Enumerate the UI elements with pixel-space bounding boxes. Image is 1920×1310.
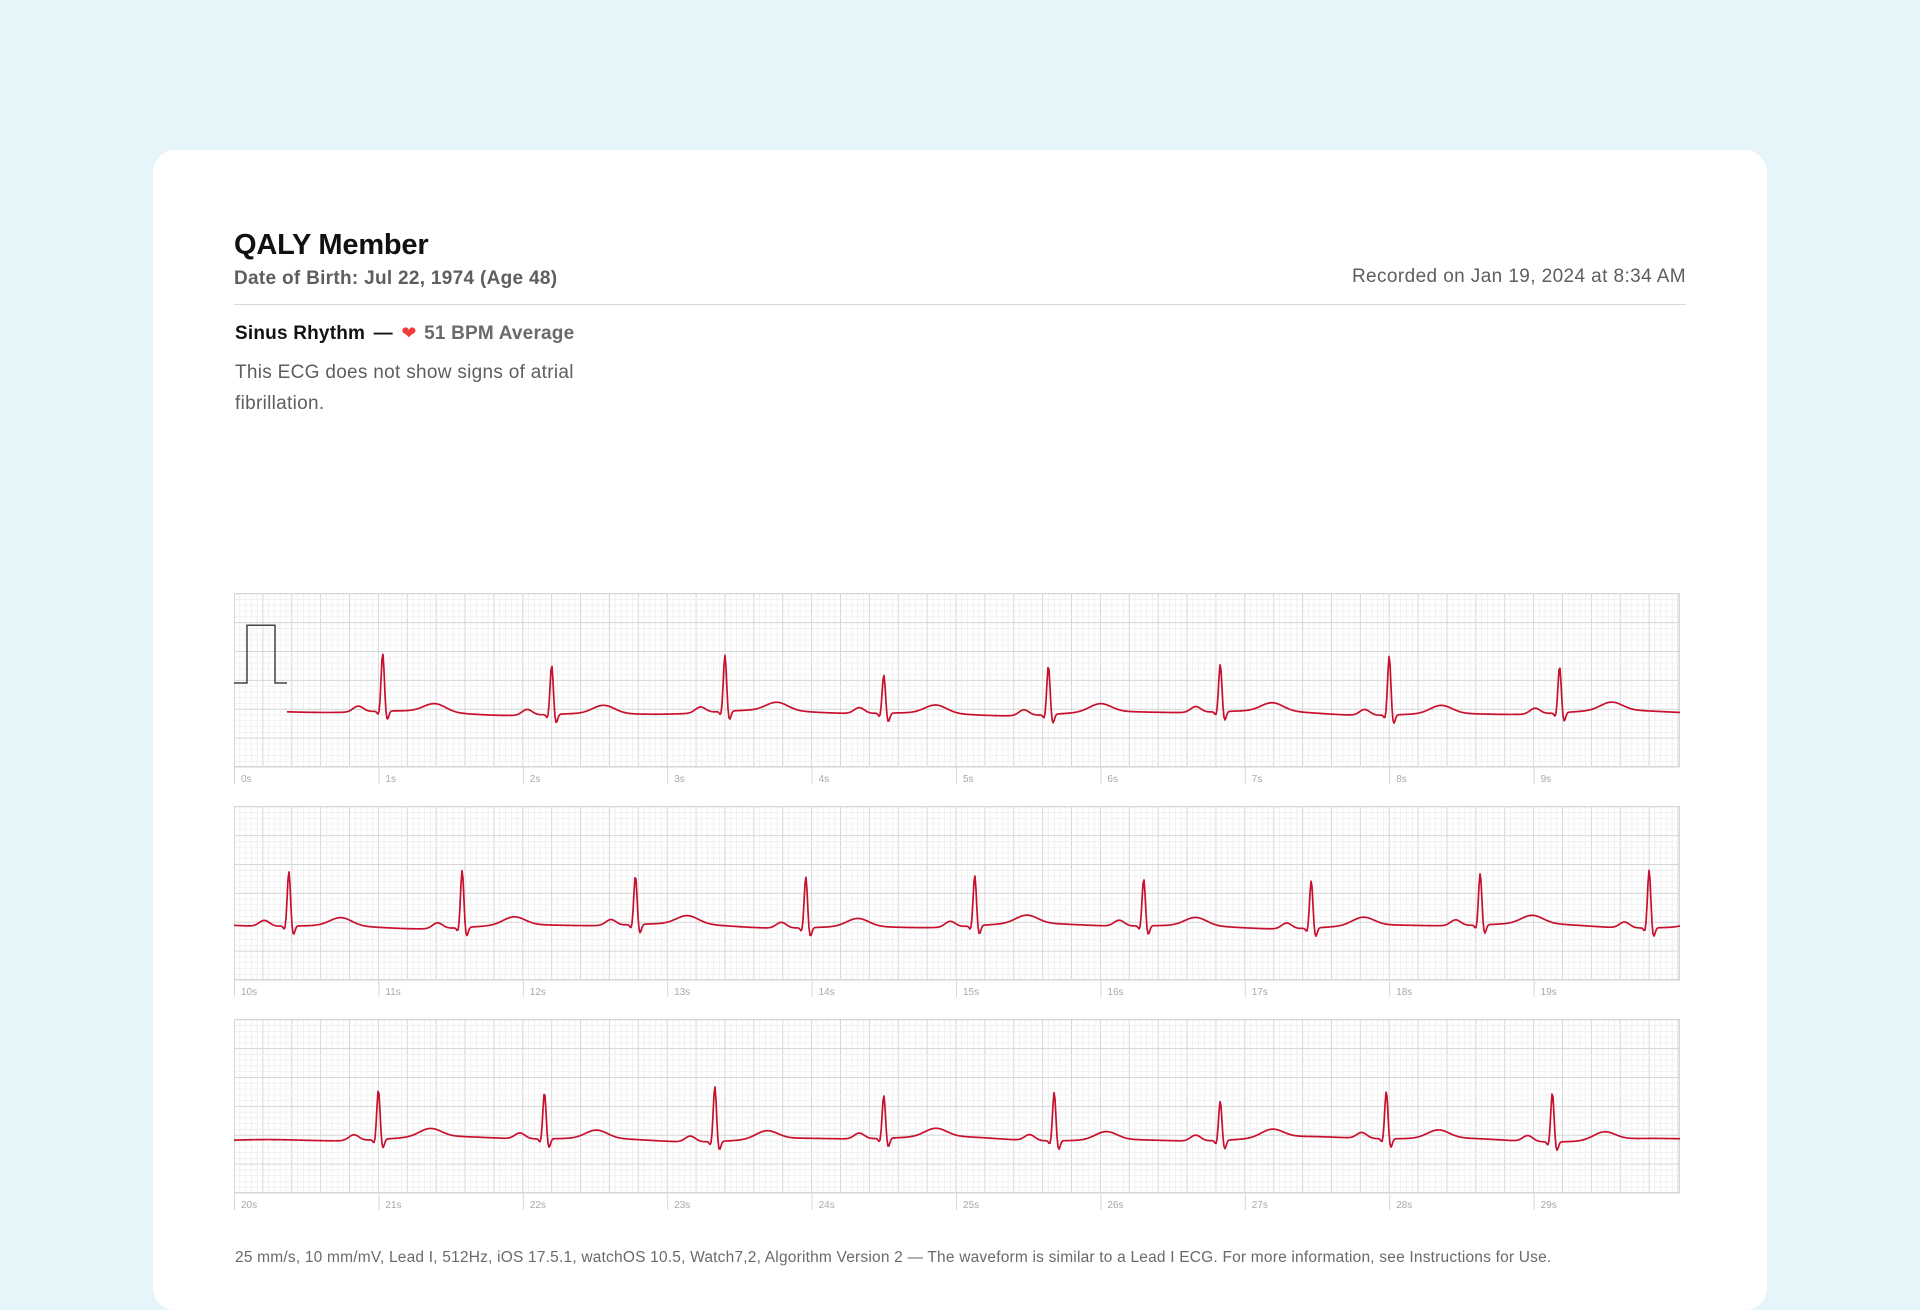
time-label: 11s: [385, 987, 400, 997]
header-divider: [234, 304, 1686, 305]
time-label: 12s: [530, 987, 546, 997]
patient-name: QALY Member: [234, 229, 429, 261]
recorded-timestamp: Recorded on Jan 19, 2024 at 8:34 AM: [1351, 266, 1686, 287]
ecg-strip-2: 10s 11s 12s 13s 14s 15s 16s 17s 18s 19s: [234, 806, 1680, 997]
time-label: 7s: [1252, 774, 1263, 784]
time-label: 10s: [241, 987, 257, 997]
time-label: 21s: [385, 1200, 401, 1210]
time-label: 22s: [530, 1200, 546, 1210]
time-label: 29s: [1541, 1200, 1557, 1210]
calibration-pulse: [234, 624, 287, 684]
time-label: 24s: [819, 1200, 835, 1210]
recording-details: 25 mm/s, 10 mm/mV, Lead I, 512Hz, iOS 17…: [235, 1249, 1552, 1266]
time-label: 26s: [1107, 1200, 1123, 1210]
time-label: 16s: [1107, 987, 1123, 997]
rhythm-classification: Sinus Rhythm: [235, 323, 366, 344]
time-label: 23s: [674, 1200, 690, 1210]
time-label: 4s: [819, 774, 830, 784]
time-label: 14s: [819, 987, 835, 997]
time-label: 5s: [963, 774, 974, 784]
time-label: 25s: [963, 1200, 979, 1210]
rhythm-description: This ECG does not show signs of atrial f…: [235, 362, 574, 414]
heart-icon: ❤: [401, 323, 417, 343]
time-label: 13s: [674, 987, 690, 997]
time-label: 20s: [241, 1200, 257, 1210]
ecg-strip-3: 20s 21s 22s 23s 24s 25s 26s 27s 28s 29s: [234, 1019, 1680, 1210]
time-label: 3s: [674, 774, 685, 784]
ecg-grid: [234, 1019, 1680, 1194]
time-label: 0s: [241, 774, 252, 784]
time-label: 27s: [1252, 1200, 1268, 1210]
time-label: 2s: [530, 774, 541, 784]
time-label: 19s: [1541, 987, 1557, 997]
ecg-report-card: QALY Member Date of Birth: Jul 22, 1974 …: [153, 150, 1767, 1310]
ecg-grid: [234, 593, 1680, 768]
patient-dob: Date of Birth: Jul 22, 1974 (Age 48): [234, 268, 558, 289]
ecg-strip-1: 0s 1s 2s 3s 4s 5s 6s 7s 8s 9s: [234, 593, 1680, 784]
time-label: 28s: [1396, 1200, 1412, 1210]
ecg-waveform: [234, 869, 1680, 938]
rhythm-summary: Sinus Rhythm — ❤ 51 BPM Average: [235, 323, 574, 345]
rhythm-separator: —: [373, 323, 393, 344]
ecg-grid: [234, 806, 1680, 981]
time-label: 15s: [963, 987, 979, 997]
time-label: 8s: [1396, 774, 1407, 784]
time-label: 9s: [1541, 774, 1552, 784]
time-label: 18s: [1396, 987, 1412, 997]
average-bpm: 51 BPM Average: [424, 323, 575, 344]
ecg-strip-chart: 10s 11s 12s 13s 14s 15s 16s 17s 18s 19s: [234, 806, 1680, 997]
ecg-strip-chart: 0s 1s 2s 3s 4s 5s 6s 7s 8s 9s: [234, 593, 1680, 784]
ecg-waveform: [286, 653, 1680, 724]
ecg-waveform: [234, 1086, 1680, 1152]
ecg-strip-chart: 20s 21s 22s 23s 24s 25s 26s 27s 28s 29s: [234, 1019, 1680, 1210]
time-label: 17s: [1252, 987, 1268, 997]
time-label: 6s: [1107, 774, 1118, 784]
time-label: 1s: [385, 774, 396, 784]
